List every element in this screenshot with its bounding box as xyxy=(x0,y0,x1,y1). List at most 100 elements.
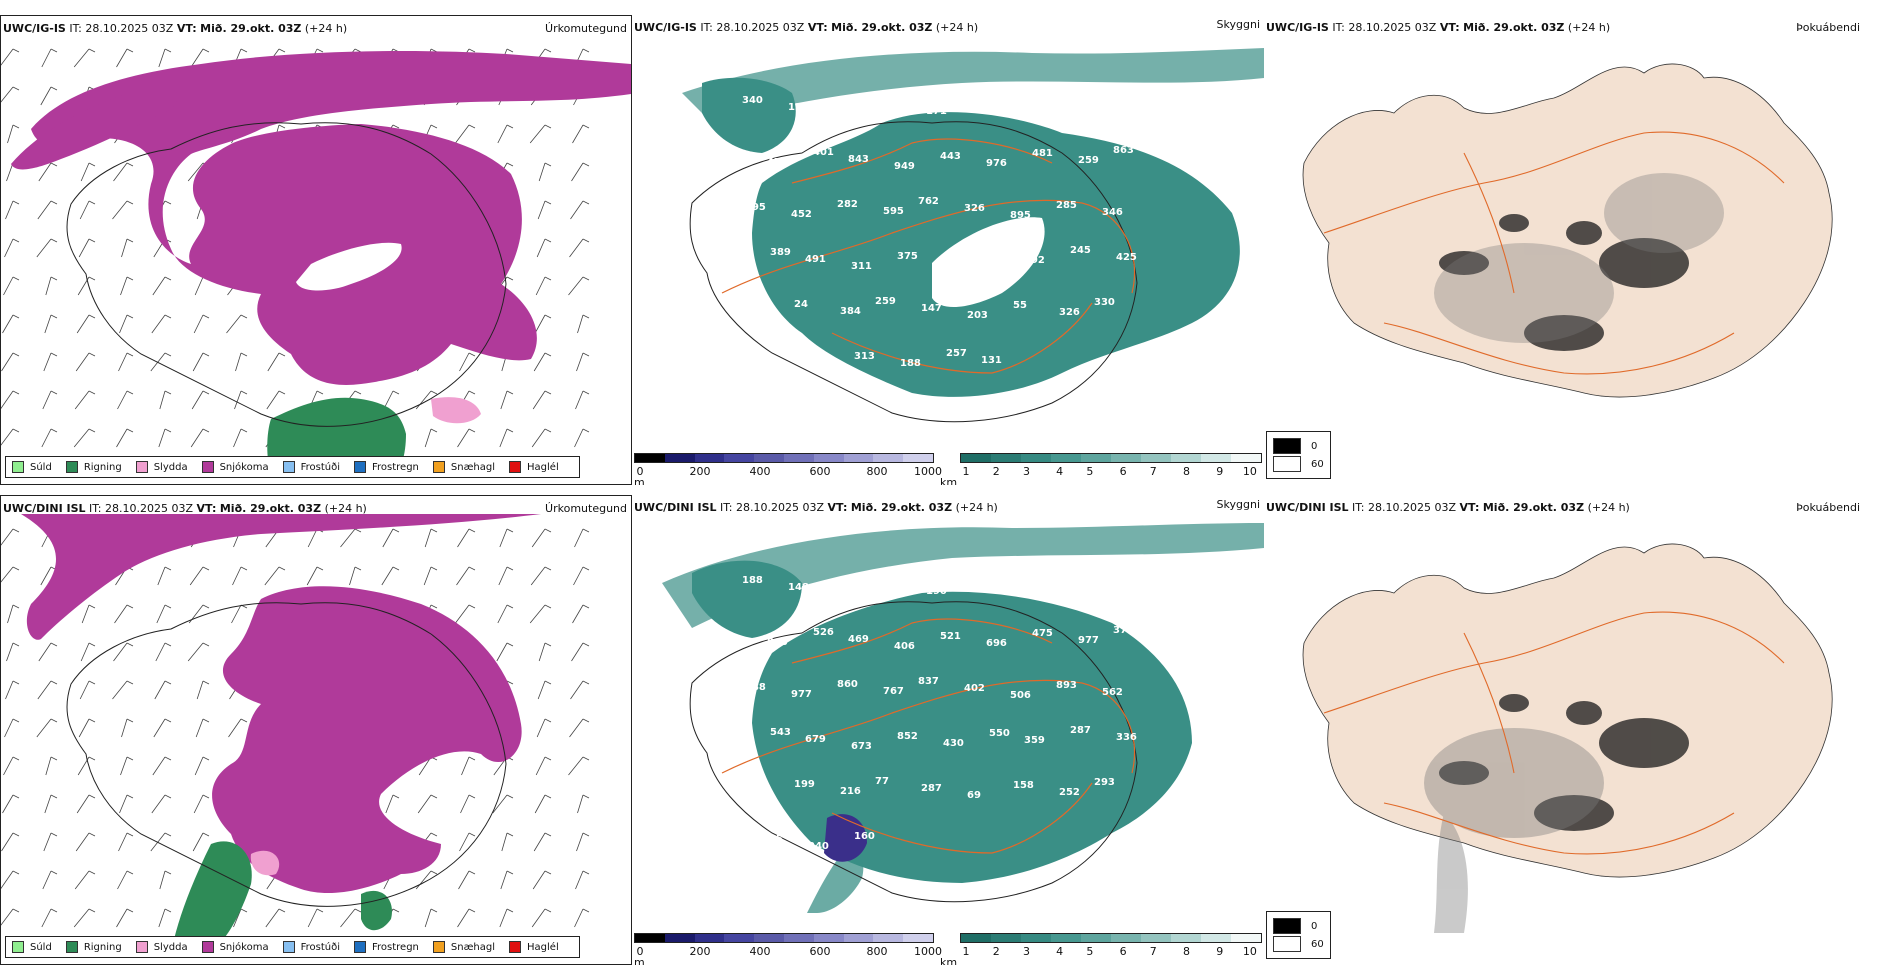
wind-barb xyxy=(459,832,476,852)
wind-barb xyxy=(385,794,400,814)
wind-barb xyxy=(499,908,514,928)
vt-value: Mið. 29.okt. 03Z xyxy=(200,22,302,35)
wind-barb xyxy=(424,908,438,928)
visibility-colorbar: km 1 2 3 4 5 6 7 8 9 10 xyxy=(940,453,1262,485)
wind-barb xyxy=(190,428,210,448)
ceiling-value-label: 845 xyxy=(767,637,788,648)
coastline xyxy=(689,121,1138,423)
panel-title: Úrkomutegund xyxy=(545,502,627,515)
wind-barb xyxy=(80,162,96,182)
ceiling-ticks: m 0 200 400 600 800 1000 xyxy=(634,945,942,965)
lead-time: (+24 h) xyxy=(304,22,348,35)
wind-barb xyxy=(7,604,20,624)
wind-barb xyxy=(150,832,172,852)
visibility-ticks: km 1 2 3 4 5 6 7 8 9 10 xyxy=(940,945,1257,965)
wind-barb xyxy=(113,162,134,182)
wind-barb xyxy=(570,200,590,220)
ceiling-value-label: 346 xyxy=(1102,207,1123,218)
sleet-area xyxy=(250,850,280,876)
legend-item: Snæhagl xyxy=(432,941,495,953)
wind-barb xyxy=(228,718,248,738)
wind-barb xyxy=(532,390,552,410)
ceiling-value-label: 843 xyxy=(848,154,869,165)
wind-barb xyxy=(38,642,58,662)
wind-barb xyxy=(80,642,96,662)
rain-area-east xyxy=(361,890,392,931)
wind-barb xyxy=(159,870,172,890)
ceiling-value-label: 551 xyxy=(1099,580,1120,591)
wind-barb xyxy=(73,908,96,928)
legend-item: Haglél xyxy=(509,461,559,473)
ceiling-value-label: 430 xyxy=(943,738,964,749)
wind-barb xyxy=(424,428,438,448)
ceiling-value-label: 879 xyxy=(972,96,993,107)
wind-barb xyxy=(1,390,20,409)
header-info: UWC/IG-IS IT: 28.10.2025 03Z VT: Mið. 29… xyxy=(3,22,347,35)
wind-barb xyxy=(151,794,172,814)
model-name: UWC/IG-IS xyxy=(3,22,66,35)
sleet-area xyxy=(431,397,481,424)
ceiling-value-label: 338 xyxy=(943,258,964,269)
ceiling-value-label: 481 xyxy=(1032,148,1053,159)
wind-barb xyxy=(383,390,400,410)
ceiling-value-label: 595 xyxy=(883,206,904,217)
wind-barb xyxy=(349,566,362,586)
ceiling-value-label: 477 xyxy=(767,157,788,168)
wind-barb xyxy=(497,124,514,144)
ceiling-value-label: 762 xyxy=(918,196,939,207)
wind-barb xyxy=(118,352,134,372)
ceiling-value-label: 767 xyxy=(883,686,904,697)
wind-barb xyxy=(154,680,172,700)
wind-barb xyxy=(7,124,20,144)
header-info: UWC/DINI ISL IT: 28.10.2025 03Z VT: Mið.… xyxy=(634,501,998,514)
wind-barb xyxy=(415,870,438,890)
wind-barb xyxy=(121,238,134,258)
cloud-map: 188 148 233 236 190 217 653 619 551 845 526 469 406 5… xyxy=(662,523,1264,913)
wind-barb xyxy=(153,718,172,738)
wind-barb xyxy=(38,162,58,182)
wind-barb xyxy=(340,528,362,548)
ceiling-value-label: 526 xyxy=(813,627,834,638)
wind-barb xyxy=(120,276,134,296)
wind-barb xyxy=(538,162,552,182)
wind-barb xyxy=(73,428,96,448)
ceiling-value-label: 863 xyxy=(1113,145,1134,156)
cloud-ceiling-panel-top: UWC/IG-IS IT: 28.10.2025 03Z VT: Mið. 29… xyxy=(632,15,1264,485)
model-name: UWC/IG-IS xyxy=(634,21,697,34)
ceiling-value-label: 895 xyxy=(1010,210,1031,221)
ceiling-value-label: 673 xyxy=(851,741,872,752)
wind-barb xyxy=(381,566,400,586)
wind-barb xyxy=(193,314,210,334)
ceiling-value-label: 579 xyxy=(1099,100,1120,111)
wind-barb xyxy=(4,718,20,738)
header-info: UWC/DINI ISL IT: 28.10.2025 03Z VT: Mið.… xyxy=(3,502,367,515)
wind-barb xyxy=(42,870,58,890)
wind-barb xyxy=(190,48,210,68)
wind-barb xyxy=(572,604,590,624)
ceiling-value-label: 199 xyxy=(794,779,815,790)
wind-barb xyxy=(265,908,286,928)
wind-barb xyxy=(158,48,172,68)
ceiling-value-label: 131 xyxy=(981,355,1002,366)
wind-barb xyxy=(415,390,438,410)
wind-barb xyxy=(568,276,590,296)
ceiling-value-label: 406 xyxy=(894,641,915,652)
ceiling-value-label: 217 xyxy=(972,576,993,587)
rain-area xyxy=(267,397,406,474)
fog-map xyxy=(1302,543,1833,933)
ceiling-value-label: 216 xyxy=(840,786,861,797)
road-network xyxy=(1323,131,1785,375)
wind-barb xyxy=(117,870,134,890)
ceiling-value-label: 293 xyxy=(1094,777,1115,788)
it-value: 28.10.2025 03Z xyxy=(85,22,174,35)
wind-barb xyxy=(500,390,514,410)
wind-barb xyxy=(497,604,514,624)
legend-item: Snæhagl xyxy=(432,461,495,473)
ceiling-value-label: 860 xyxy=(837,679,858,690)
wind-barb xyxy=(4,238,20,258)
header-info: UWC/IG-IS IT: 28.10.2025 03Z VT: Mið. 29… xyxy=(1266,21,1611,34)
wind-barb xyxy=(112,200,134,220)
wind-barb xyxy=(1,566,20,583)
legend-item: Rigning xyxy=(65,941,122,953)
ceiling-value-label: 16 xyxy=(762,354,776,365)
